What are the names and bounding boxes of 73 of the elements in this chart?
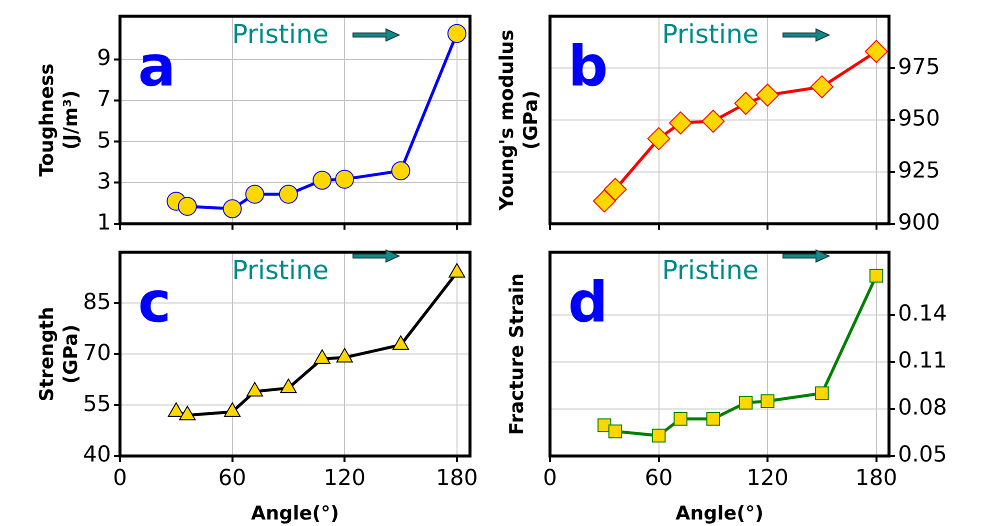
annotation: Pristine [232,256,329,286]
y2-tick-label: 900 [898,210,940,236]
point [278,184,298,204]
y-tick-label: 85 [83,290,111,315]
point [312,170,332,190]
y-tick-label: 7 [97,87,111,112]
x-axis-title: Angle(°) [250,502,340,525]
y-tick-label: 55 [83,392,111,417]
point [674,412,688,426]
annotation: Pristine [662,256,759,286]
y2-tick-label: 0.14 [898,302,947,327]
point [706,412,720,426]
y-tick-label: 70 [83,340,111,366]
y-tick-label: 3 [97,169,111,194]
x-tick-label: 120 [324,466,366,491]
point [869,268,884,283]
point [810,75,834,98]
point [592,189,616,212]
y2-tick-label: 975 [898,54,940,80]
y2-tick-label: 0.11 [898,348,947,374]
annotation: Pristine [662,20,759,50]
point [314,349,330,364]
y-tick-label: 1 [97,210,111,236]
y2-tick-label: 925 [898,158,940,184]
point [760,394,774,408]
x-tick-label: 0 [113,466,127,491]
y2-tick-label: 950 [898,106,940,132]
annotation: b [568,34,608,100]
point [179,406,196,420]
point [652,428,666,442]
y-tick-label: 5 [97,128,111,154]
point [178,196,197,216]
point [224,402,241,417]
y2-tick-label: 0.05 [898,442,947,468]
point [168,402,184,417]
point [392,335,410,350]
point [336,348,353,362]
point [222,199,242,218]
y-tick-label: 40 [83,442,111,468]
point [669,111,692,134]
y-axis-title: Strength (GPa) [36,306,82,402]
point [702,110,725,133]
point [608,424,622,438]
x-tick-label: 120 [746,466,789,491]
point [738,396,753,410]
y2-axis-title: Fracture Strain [506,273,528,435]
point [448,263,466,278]
point [647,127,670,150]
point [447,24,466,43]
point [335,170,354,189]
annotation: d [568,270,608,336]
x-tick-label: 60 [218,466,246,491]
x-tick-label: 180 [436,466,478,491]
y2-tick-label: 0.08 [898,396,947,421]
point [604,178,627,201]
point [815,386,829,400]
point [864,40,888,63]
point [756,84,780,107]
x-tick-label: 60 [644,466,673,491]
point [280,378,297,394]
point [246,382,264,396]
x-tick-label: 0 [543,466,557,491]
point [245,184,264,204]
annotation: c [138,270,172,336]
point [391,161,410,180]
x-axis-title: Angle(°) [675,502,764,525]
y-axis-title: Toughness (J/m³) [36,63,82,177]
y2-axis-title: Young's modulus (GPa) [496,30,542,212]
point [734,92,758,115]
y-tick-label: 9 [97,46,111,72]
annotation: a [138,34,176,100]
x-tick-label: 180 [855,466,898,491]
annotation: Pristine [232,20,329,50]
